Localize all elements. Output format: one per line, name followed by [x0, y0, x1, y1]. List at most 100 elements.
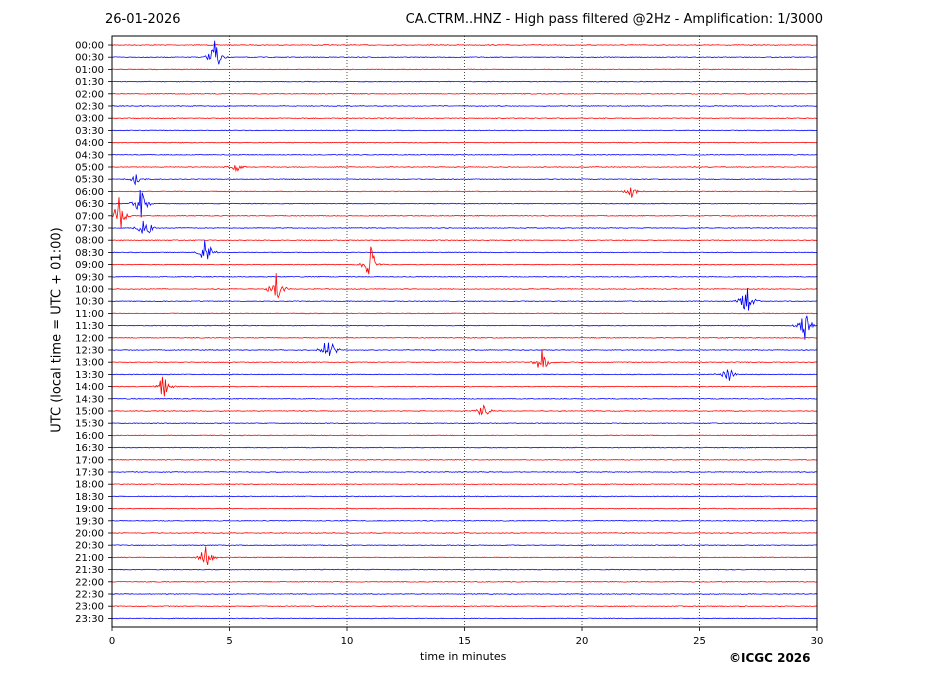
y-tick-label: 16:30 [75, 443, 104, 454]
plot-date: 26-01-2026 [105, 12, 181, 27]
y-tick-label: 00:00 [75, 41, 104, 52]
trace-14:00 [111, 376, 818, 397]
trace-12:30 [111, 342, 818, 356]
trace-19:00 [111, 507, 818, 510]
trace-20:00 [111, 532, 818, 534]
y-tick-label: 15:00 [75, 407, 104, 418]
y-tick-label: 07:00 [75, 211, 104, 222]
y-tick-label: 16:00 [75, 431, 104, 442]
y-tick-label: 21:00 [75, 553, 104, 564]
trace-11:00 [112, 312, 818, 315]
trace-15:30 [111, 422, 818, 424]
plot-frame [111, 35, 818, 628]
y-tick-label: 11:00 [75, 309, 104, 320]
x-tick-label: 20 [576, 636, 589, 647]
y-tick-label: 05:00 [75, 163, 104, 174]
trace-10:00 [111, 273, 818, 299]
y-tick-label: 01:30 [75, 77, 104, 88]
y-tick-label: 20:00 [75, 529, 104, 540]
y-tick-label: 07:30 [75, 224, 104, 235]
y-tick-label: 14:00 [75, 382, 104, 393]
y-tick-label: 10:30 [75, 297, 104, 308]
y-tick-label: 09:00 [75, 260, 104, 271]
trace-00:00 [111, 44, 818, 46]
trace-00:30 [111, 40, 818, 65]
trace-16:00 [111, 434, 818, 437]
y-tick-label: 12:00 [75, 333, 104, 344]
y-tick-label: 12:30 [75, 346, 104, 357]
trace-17:30 [111, 471, 818, 473]
trace-13:30 [111, 369, 818, 381]
trace-20:30 [111, 544, 818, 546]
y-tick-label: 23:30 [75, 614, 104, 625]
trace-23:00 [111, 605, 818, 607]
x-tick-label: 30 [811, 636, 824, 647]
y-tick-label: 03:30 [75, 126, 104, 137]
trace-05:30 [111, 174, 817, 186]
x-tick-label: 10 [341, 636, 354, 647]
y-tick-label: 22:30 [75, 590, 104, 601]
y-tick-label: 03:00 [75, 114, 104, 125]
y-tick-label: 17:30 [75, 468, 104, 479]
trace-21:30 [111, 568, 818, 571]
trace-08:00 [111, 239, 818, 241]
trace-10:30 [111, 288, 818, 311]
x-tick-label: 0 [109, 636, 115, 647]
copyright-text: ©ICGC 2026 [729, 651, 811, 665]
trace-13:00 [111, 349, 818, 368]
y-tick-label: 05:30 [75, 175, 104, 186]
y-tick-label: 19:30 [75, 516, 104, 527]
y-tick-label: 06:00 [75, 187, 104, 198]
y-tick-label: 09:30 [75, 272, 104, 283]
trace-23:30 [111, 617, 817, 620]
y-tick-label: 23:00 [75, 602, 104, 613]
trace-08:30 [111, 240, 818, 260]
y-tick-label: 18:00 [75, 480, 104, 491]
trace-18:30 [112, 495, 818, 498]
trace-17:00 [111, 459, 818, 461]
trace-16:30 [111, 446, 818, 449]
trace-03:30 [111, 129, 818, 132]
trace-21:00 [111, 546, 817, 565]
trace-02:30 [111, 105, 818, 107]
y-tick-label: 10:00 [75, 285, 104, 296]
y-tick-label: 04:00 [75, 138, 104, 149]
trace-12:00 [111, 337, 818, 339]
trace-11:30 [111, 315, 818, 340]
trace-01:00 [112, 68, 818, 71]
y-tick-label: 06:30 [75, 199, 104, 210]
x-tick-label: 25 [693, 636, 706, 647]
trace-18:00 [111, 483, 818, 485]
trace-09:00 [112, 246, 818, 275]
y-tick-label: 08:00 [75, 236, 104, 247]
y-tick-label: 08:30 [75, 248, 104, 259]
y-tick-label: 13:00 [75, 358, 104, 369]
trace-02:00 [111, 93, 818, 95]
y-tick-label: 18:30 [75, 492, 104, 503]
y-tick-label: 00:30 [75, 53, 104, 64]
trace-03:00 [111, 117, 818, 119]
trace-22:30 [111, 593, 818, 595]
y-tick-label: 04:30 [75, 150, 104, 161]
y-tick-label: 01:00 [75, 65, 104, 76]
x-tick-label: 15 [458, 636, 471, 647]
trace-04:00 [111, 141, 818, 144]
trace-07:00 [111, 197, 818, 229]
y-tick-label: 21:30 [75, 565, 104, 576]
y-tick-label: 11:30 [75, 321, 104, 332]
y-tick-label: 19:00 [75, 504, 104, 515]
trace-06:30 [111, 189, 818, 218]
trace-06:00 [111, 187, 818, 198]
y-tick-label: 02:30 [75, 102, 104, 113]
y-tick-label: 14:30 [75, 394, 104, 405]
trace-09:30 [111, 276, 818, 278]
y-tick-label: 15:30 [75, 419, 104, 430]
trace-19:30 [111, 520, 818, 522]
trace-04:30 [111, 154, 818, 156]
y-tick-label: 20:30 [75, 541, 104, 552]
y-tick-label: 02:00 [75, 89, 104, 100]
y-tick-label: 13:30 [75, 370, 104, 381]
trace-22:00 [111, 581, 818, 583]
trace-14:30 [111, 398, 818, 400]
